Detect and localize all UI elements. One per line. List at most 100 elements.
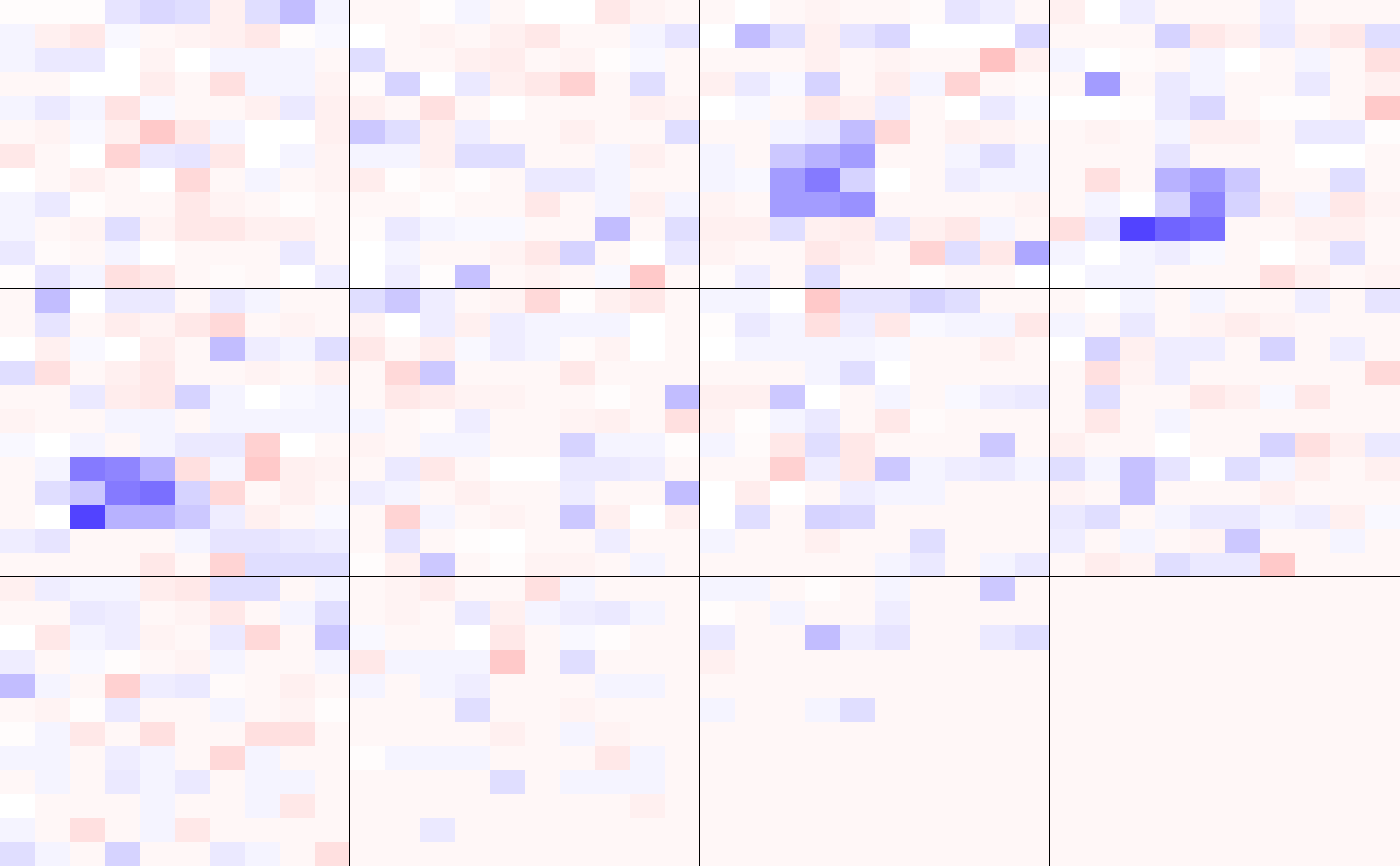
heatmap-cell [70,168,105,192]
heatmap-cell [700,217,735,241]
heatmap-cell [210,794,245,818]
heatmap-cell [980,433,1015,457]
heatmap-cell [1050,265,1085,289]
heatmap-cell [1155,818,1190,842]
heatmap-cell [1225,265,1260,289]
heatmap-cell [0,337,35,361]
heatmap-cell [1225,481,1260,505]
heatmap-cell [140,529,175,553]
heatmap-cell [805,481,840,505]
heatmap-cell [805,168,840,192]
heatmap-cell [735,409,770,433]
heatmap-cell [245,241,280,265]
heatmap-cell [630,650,665,674]
heatmap-cell [245,409,280,433]
heatmap-cell [105,72,140,96]
heatmap-cell [805,577,840,601]
heatmap-cell [490,505,525,529]
heatmap-cell [280,674,315,698]
heatmap-cell [1050,217,1085,241]
heatmap-cell [350,241,385,265]
heatmap-cell [1155,168,1190,192]
heatmap-cell [595,505,630,529]
heatmap-cell [385,144,420,168]
heatmap-cell [105,818,140,842]
heatmap-cell [105,265,140,289]
heatmap-cell [735,72,770,96]
heatmap-cell [700,0,735,24]
heatmap-cell [1260,217,1295,241]
heatmap-cell [1155,409,1190,433]
heatmap-cell [525,289,560,313]
heatmap-cell [280,409,315,433]
heatmap-cell [1190,120,1225,144]
heatmap-cell [980,481,1015,505]
heatmap-cell [0,48,35,72]
heatmap-cell [1085,289,1120,313]
heatmap-cell [175,168,210,192]
heatmap-cell [1260,698,1295,722]
heatmap-cell [70,770,105,794]
heatmap-cell [770,698,805,722]
heatmap-cell [385,337,420,361]
heatmap-cell [490,337,525,361]
heatmap-cell [805,818,840,842]
heatmap-cell [1155,241,1190,265]
heatmap-cell [1295,48,1330,72]
heatmap-cell [1190,577,1225,601]
heatmap-cell [665,361,700,385]
heatmap-cell [0,842,35,866]
heatmap-cell [175,0,210,24]
heatmap-cell [945,72,980,96]
heatmap-cell [840,289,875,313]
heatmap-cell [350,313,385,337]
heatmap-cell [385,601,420,625]
heatmap-cell [1365,505,1400,529]
heatmap-cell [805,337,840,361]
heatmap-cell [210,433,245,457]
heatmap-cell [210,529,245,553]
heatmap-cell [1225,361,1260,385]
heatmap-cell [350,746,385,770]
heatmap-cell [665,0,700,24]
heatmap-cell [1295,650,1330,674]
heatmap-cell [0,625,35,650]
heatmap-cell [1120,698,1155,722]
heatmap-cell [1120,481,1155,505]
heatmap-cell [1015,794,1050,818]
heatmap-cell [1365,48,1400,72]
heatmap-cell [1120,722,1155,746]
heatmap-cell [560,24,595,48]
heatmap-cell [420,337,455,361]
heatmap-cell [875,24,910,48]
heatmap-cell [420,698,455,722]
heatmap-cell [420,120,455,144]
heatmap-cell [875,481,910,505]
heatmap-cell [1260,241,1295,265]
heatmap-cell [1295,0,1330,24]
heatmap-cell [700,385,735,409]
heatmap-cell [350,96,385,120]
heatmap-cell [245,0,280,24]
heatmap-cell [350,217,385,241]
heatmap-cell [175,529,210,553]
heatmap-cell [105,722,140,746]
heatmap-cell [0,577,35,601]
heatmap-cell [175,674,210,698]
heatmap-cell [490,385,525,409]
heatmap-cell [315,698,350,722]
heatmap-cell [735,457,770,481]
heatmap-cell [1260,313,1295,337]
heatmap-cell [175,650,210,674]
heatmap-cell [700,601,735,625]
heatmap-cell [945,818,980,842]
heatmap-cell [700,289,735,313]
heatmap-cell [455,722,490,746]
heatmap-cell [280,144,315,168]
heatmap-cell [385,192,420,217]
heatmap-cell [735,289,770,313]
heatmap-cell [1190,650,1225,674]
heatmap-cell [0,144,35,168]
heatmap-cell [1190,241,1225,265]
